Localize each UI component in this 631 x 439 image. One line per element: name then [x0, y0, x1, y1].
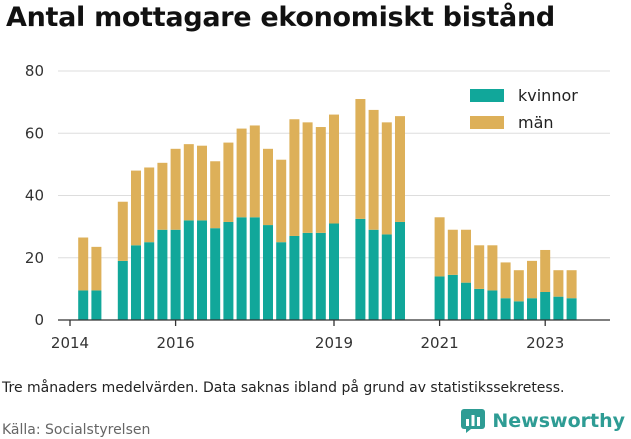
x-tick-label: 2016	[157, 334, 195, 352]
bars	[78, 99, 577, 320]
legend: kvinnor män	[470, 86, 578, 132]
bar-man	[210, 161, 221, 229]
bar-kvinnor	[236, 217, 247, 320]
bar-man	[474, 245, 485, 289]
bar-man	[223, 142, 234, 222]
y-tick-label: 0	[34, 311, 44, 329]
legend-label-man: män	[518, 113, 554, 132]
bar-man	[395, 116, 405, 222]
bar-man	[381, 122, 392, 235]
y-tick-label: 20	[25, 249, 44, 267]
bar-kvinnor	[144, 242, 155, 320]
bar-man	[263, 148, 273, 226]
bar-kvinnor	[289, 235, 300, 320]
bar-man	[249, 125, 260, 218]
x-tick-label: 2014	[51, 334, 89, 352]
y-axis-tick-labels: 0 20 40 60 80	[25, 62, 44, 329]
bar-man	[500, 262, 511, 299]
bar-man	[368, 109, 379, 230]
chart-title: Antal mottagare ekonomiskt bistånd	[6, 2, 555, 33]
bar-kvinnor	[78, 290, 89, 320]
bar-kvinnor	[513, 301, 524, 320]
bar-kvinnor	[210, 228, 221, 320]
bar-kvinnor	[157, 229, 168, 320]
bar-man	[329, 114, 339, 224]
bar-kvinnor	[315, 232, 326, 320]
bar-man	[355, 99, 366, 219]
bar-kvinnor	[487, 290, 498, 320]
bar-kvinnor	[131, 245, 141, 320]
brand-name: Newsworthy	[492, 410, 625, 432]
bar-kvinnor	[91, 290, 102, 320]
bar-man	[91, 246, 102, 291]
bar-man	[157, 162, 168, 230]
bar-man	[315, 127, 326, 233]
bar-kvinnor	[566, 298, 577, 320]
bar-kvinnor	[381, 234, 392, 320]
x-tick-label: 2021	[421, 334, 459, 352]
bar-kvinnor	[553, 296, 564, 320]
bar-kvinnor	[170, 229, 181, 320]
bar-man	[513, 270, 524, 302]
bar-man	[144, 167, 155, 243]
chart-footnote: Tre månaders medelvärden. Data saknas ib…	[2, 380, 565, 396]
bar-kvinnor	[197, 220, 207, 320]
bar-man	[276, 159, 287, 243]
bar-kvinnor	[447, 274, 458, 320]
bar-man	[197, 145, 207, 221]
bar-man	[131, 170, 141, 246]
bar-man	[461, 229, 471, 283]
bar-kvinnor	[474, 288, 485, 320]
bar-man	[302, 122, 313, 233]
bar-man	[117, 201, 128, 261]
bar-man	[183, 144, 194, 221]
bar-man	[487, 245, 498, 291]
legend-swatch-kvinnor	[470, 89, 504, 102]
bar-kvinnor	[329, 223, 339, 320]
legend-label-kvinnor: kvinnor	[518, 86, 578, 105]
bar-kvinnor	[540, 291, 551, 320]
bar-man	[447, 229, 458, 275]
bar-man	[527, 260, 537, 299]
bar-kvinnor	[263, 225, 273, 320]
bar-man	[566, 270, 577, 299]
bar-kvinnor	[355, 218, 366, 320]
bar-kvinnor	[302, 232, 313, 320]
bar-man	[553, 270, 564, 297]
bar-kvinnor	[183, 220, 194, 320]
source-credit: Källa: Socialstyrelsen	[2, 422, 151, 438]
bar-kvinnor	[223, 221, 234, 320]
bar-kvinnor	[395, 221, 405, 320]
bar-man	[289, 119, 300, 236]
y-tick-label: 60	[25, 124, 44, 142]
bar-kvinnor	[527, 298, 537, 320]
bar-kvinnor	[249, 217, 260, 320]
bar-man	[170, 148, 181, 230]
bar-kvinnor	[276, 242, 287, 320]
bar-kvinnor	[368, 229, 379, 320]
x-tick-label: 2019	[315, 334, 353, 352]
x-tick-label: 2023	[526, 334, 564, 352]
bar-man	[434, 217, 445, 277]
bar-man	[78, 237, 89, 291]
bar-chart-logo-icon	[461, 409, 486, 433]
legend-swatch-man	[470, 116, 504, 129]
x-axis: 2014 2016 2019 2021 2023	[51, 319, 610, 352]
bar-kvinnor	[461, 282, 471, 320]
bar-kvinnor	[434, 276, 445, 320]
y-tick-label: 40	[25, 187, 44, 205]
bar-man	[236, 128, 247, 218]
bar-kvinnor	[500, 298, 511, 320]
newsworthy-brand: Newsworthy	[460, 408, 625, 434]
bar-kvinnor	[117, 260, 128, 320]
y-tick-label: 80	[25, 62, 44, 80]
bar-man	[540, 249, 551, 292]
